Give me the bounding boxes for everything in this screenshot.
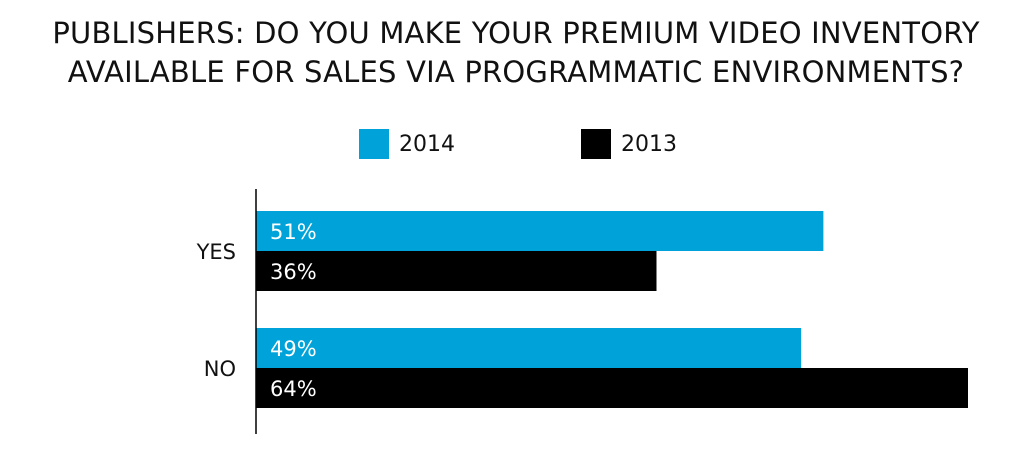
legend-swatch-2013: [581, 129, 611, 159]
category-label-no: NO: [204, 357, 236, 381]
data-label-no-2013: 64%: [270, 377, 317, 401]
bar-yes-2013: [256, 251, 657, 291]
data-label-no-2014: 49%: [270, 337, 317, 361]
legend-item-2013: 2013: [581, 129, 677, 159]
legend-item-2014: 2014: [359, 129, 455, 159]
legend-label-2014: 2014: [399, 131, 455, 157]
data-label-yes-2013: 36%: [270, 260, 317, 284]
legend-label-2013: 2013: [621, 131, 677, 157]
bar-no-2013: [256, 368, 968, 408]
chart-title: PUBLISHERS: DO YOU MAKE YOUR PREMIUM VID…: [0, 14, 1032, 92]
data-label-yes-2014: 51%: [270, 220, 317, 244]
chart-title-line-1: PUBLISHERS: DO YOU MAKE YOUR PREMIUM VID…: [52, 16, 980, 50]
legend-swatch-2014: [359, 129, 389, 159]
bar-yes-2014: [256, 211, 824, 251]
category-label-yes: YES: [196, 240, 236, 264]
chart-title-line-2: AVAILABLE FOR SALES VIA PROGRAMMATIC ENV…: [67, 55, 965, 89]
bar-no-2014: [256, 328, 802, 368]
